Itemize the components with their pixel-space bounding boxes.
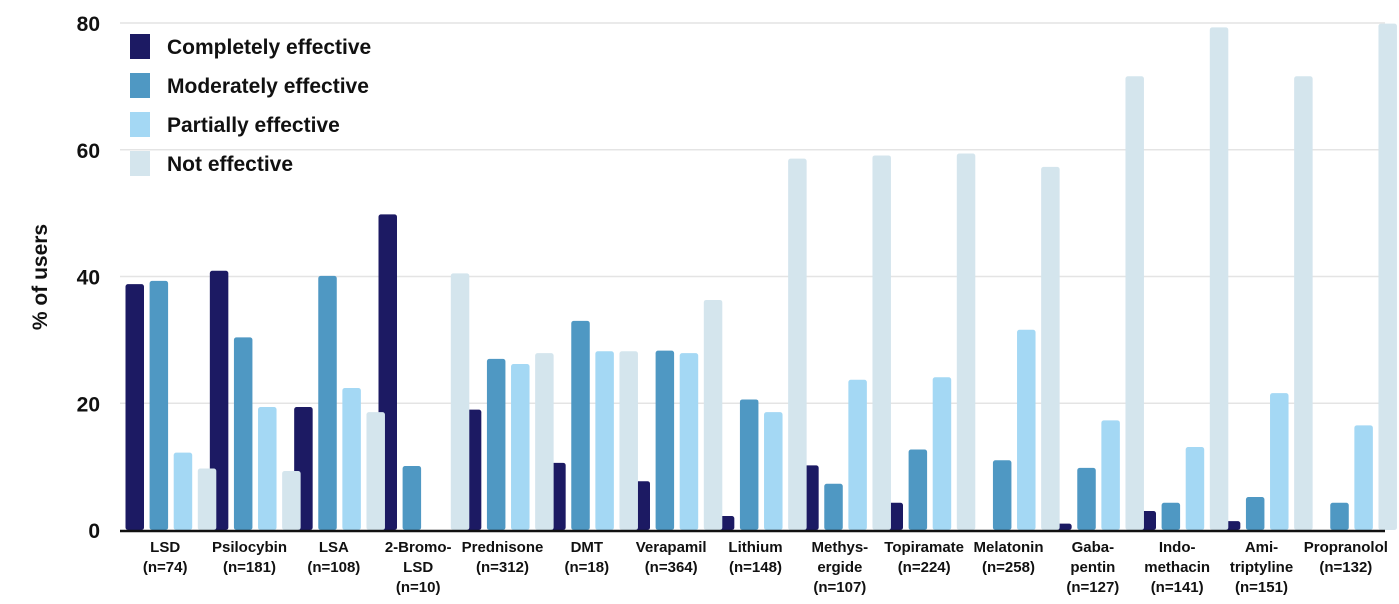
x-category-label: Topiramate (n=224): [884, 539, 964, 576]
bar-4-14: [1294, 76, 1313, 531]
x-category-label: Verapamil (n=364): [636, 539, 707, 576]
bar-3-14: [1270, 393, 1289, 530]
bar-4-12: [1125, 76, 1144, 531]
x-category-label: DMT (n=18): [565, 539, 610, 576]
bar-2-15: [1330, 502, 1349, 530]
bar-3-5: [511, 363, 530, 530]
bar-2-11: [992, 460, 1012, 530]
x-category-label: Propranolol (n=132): [1304, 539, 1388, 576]
bar-4-15: [1378, 23, 1397, 530]
legend-label: Partially effective: [167, 114, 340, 137]
legend-swatch: [130, 151, 150, 176]
x-axis-labels: LSD (n=74) Psilocybin (n=181) LSA (n=108) 2-Br…: [143, 539, 1388, 596]
y-axis-ticks: 0 20 40 60 80: [77, 13, 100, 543]
bar-3-6: [595, 351, 614, 530]
bar-4-8: [788, 158, 807, 530]
bar-4-3: [366, 412, 385, 530]
bar-4-13: [1209, 27, 1229, 531]
legend-label: Moderately effective: [167, 75, 369, 98]
bar-2-14: [1245, 497, 1265, 530]
bar-2-13: [1161, 502, 1181, 530]
bar-3-13: [1185, 446, 1205, 530]
bar-3-7: [679, 353, 699, 530]
x-category-label: Melatonin (n=258): [974, 539, 1044, 576]
y-tick-label: 80: [77, 13, 100, 36]
y-tick-label: 60: [77, 140, 100, 163]
bar-1-2: [209, 270, 229, 530]
bar-2-1: [149, 280, 169, 530]
bar-3-3: [342, 388, 361, 530]
x-category-label: Indo-methacin (n=141): [1144, 539, 1210, 596]
bar-3-15: [1354, 425, 1373, 530]
legend: Completely effective Moderately effective…: [130, 34, 371, 176]
bar-1-1: [125, 284, 144, 530]
bar-2-12: [1077, 467, 1096, 530]
bar-2-10: [908, 449, 928, 530]
y-axis-label: % of users: [29, 224, 52, 330]
bar-4-4: [450, 273, 470, 530]
bar-4-9: [872, 155, 891, 531]
x-category-label: 2-Bromo-LSD (n=10): [385, 539, 452, 596]
bar-2-5: [486, 358, 506, 530]
legend-swatch: [130, 73, 150, 98]
bar-4-6: [619, 351, 638, 530]
x-category-label: Gaba-pentin (n=127): [1066, 539, 1119, 596]
bar-2-6: [571, 320, 590, 530]
legend-swatch: [130, 112, 150, 137]
bar-3-8: [764, 412, 783, 530]
legend-label: Completely effective: [167, 36, 371, 59]
x-category-label: LSA (n=108): [307, 539, 360, 576]
x-category-label: Psilocybin (n=181): [212, 539, 287, 576]
bar-4-11: [1041, 166, 1060, 530]
x-category-label: Lithium (n=148): [728, 539, 782, 576]
bar-2-8: [739, 399, 759, 530]
bar-2-7: [655, 350, 675, 530]
bar-4-5: [535, 353, 554, 530]
bar-3-10: [932, 377, 952, 530]
y-tick-label: 20: [77, 393, 100, 416]
bar-4-7: [703, 299, 723, 530]
x-category-label: Methys-ergide (n=107): [811, 539, 868, 596]
bar-3-11: [1017, 329, 1036, 530]
bar-4-2: [282, 471, 301, 530]
bar-3-12: [1101, 420, 1120, 530]
legend-swatch: [130, 34, 150, 59]
x-category-label: Prednisone (n=312): [462, 539, 544, 576]
bar-3-1: [173, 452, 193, 530]
bar-2-2: [233, 337, 253, 530]
bar-2-9: [824, 483, 843, 530]
bar-4-10: [956, 153, 976, 531]
y-tick-label: 40: [77, 267, 100, 290]
legend-label: Not effective: [167, 153, 293, 176]
bar-4-1: [197, 468, 217, 530]
y-tick-label: 0: [88, 520, 100, 543]
bar-2-3: [318, 275, 337, 530]
bars: [125, 23, 1397, 531]
x-category-label: Ami-triptyline (n=151): [1230, 539, 1293, 596]
bar-2-4: [402, 465, 422, 530]
bar-3-2: [258, 407, 277, 530]
bar-3-9: [848, 379, 867, 530]
x-category-label: LSD (n=74): [143, 539, 188, 576]
